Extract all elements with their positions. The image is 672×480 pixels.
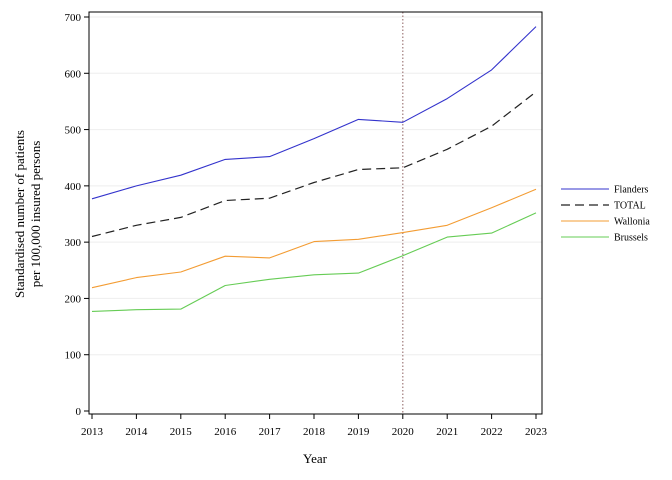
y-tick-label: 500 [65,125,82,137]
plot-area-frame [88,11,543,415]
x-axis-title: Year [303,451,328,466]
y-tick-label: 700 [65,12,82,24]
x-tick-label: 2023 [525,426,548,438]
x-tick-label: 2018 [303,426,326,438]
legend: Flanders TOTAL Wallonia Brussels [561,185,650,244]
y-tick-label: 600 [65,68,82,80]
y-axis-title-line-2: per 100,000 insured persons [28,141,43,288]
legend-label-flanders: Flanders [614,185,649,196]
gridlines [89,16,542,356]
series-line-brussels [91,212,537,312]
x-tick-label: 2021 [436,426,458,438]
series-line-wallonia [91,188,537,289]
x-tick-label: 2013 [81,426,104,438]
y-tick-label: 300 [65,237,82,249]
y-tick-label: 100 [65,350,82,362]
x-tick-label: 2022 [481,426,503,438]
y-axis: 0 100 200 300 400 500 600 700 [65,12,89,418]
y-tick-label: 400 [65,181,82,193]
legend-label-brussels: Brussels [614,233,648,244]
x-tick-label: 2014 [125,426,148,438]
series-line-flanders [91,26,537,200]
y-axis-title-line-1: Standardised number of patients [12,130,27,298]
x-tick-label: 2017 [259,426,282,438]
x-axis: 2013 2014 2015 2016 2017 2018 2019 2020 2021 2022… [81,414,548,438]
legend-label-total: TOTAL [614,201,646,212]
x-tick-label: 2015 [170,426,193,438]
x-tick-label: 2016 [214,426,237,438]
y-tick-label: 0 [76,406,82,418]
x-tick-label: 2019 [347,426,370,438]
y-tick-label: 200 [65,293,82,305]
legend-label-wallonia: Wallonia [614,217,650,228]
x-tick-label: 2020 [392,426,415,438]
series-line-total [91,91,537,238]
series-lines [91,26,537,312]
